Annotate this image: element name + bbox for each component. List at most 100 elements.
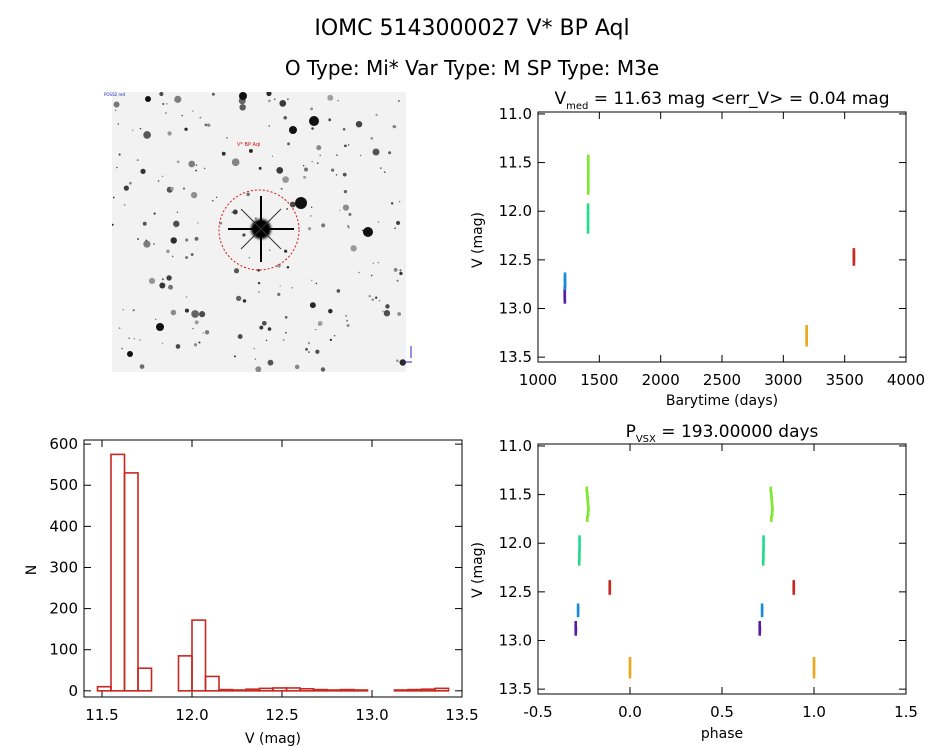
phased-ytick-label: 12.5 xyxy=(499,583,532,601)
field-star xyxy=(174,226,177,228)
histogram-panel: 11.5 12.0 12.5 13.0 13.50100200300400500600 … xyxy=(24,435,479,747)
histogram-bar xyxy=(204,675,220,692)
phased-ytick-label: 12.0 xyxy=(499,534,532,552)
field-star xyxy=(268,249,271,251)
phased-point xyxy=(628,656,632,663)
field-star xyxy=(248,257,251,259)
histogram-bar xyxy=(137,667,153,692)
lightcurve-ytick-label: 13.5 xyxy=(499,348,532,366)
field-star xyxy=(114,109,117,112)
histogram-xtick-label: 13.5 xyxy=(445,706,478,724)
field-star xyxy=(343,189,348,194)
histogram-frame xyxy=(83,439,463,698)
field-star xyxy=(190,191,198,199)
field-star xyxy=(302,164,305,167)
lightcurve-xtick-label: 3000 xyxy=(764,371,802,389)
field-star xyxy=(327,94,334,101)
histogram-bar xyxy=(231,689,247,692)
chart-subtitle: O Type: Mi* Var Type: M SP Type: M3e xyxy=(284,56,660,80)
histogram-xtick-label: 12.5 xyxy=(265,706,298,724)
field-star xyxy=(239,104,246,111)
field-star xyxy=(344,144,347,148)
field-star xyxy=(118,327,121,330)
field-star xyxy=(261,320,267,326)
field-star xyxy=(308,351,310,353)
field-star xyxy=(305,347,308,351)
field-star xyxy=(137,238,140,240)
field-star xyxy=(395,220,401,225)
field-star xyxy=(337,99,339,102)
field-star xyxy=(123,185,129,191)
field-star xyxy=(248,148,253,153)
field-star xyxy=(161,175,164,178)
phased-point xyxy=(577,559,581,566)
field-star xyxy=(254,358,257,360)
phased-ytick-label: 13.5 xyxy=(499,680,532,698)
lightcurve-ytick-label: 11.5 xyxy=(499,154,532,172)
histogram-bar xyxy=(299,687,315,692)
phased-point xyxy=(574,629,578,636)
phased-point xyxy=(576,611,580,618)
field-star xyxy=(215,196,218,199)
phased-point xyxy=(758,629,762,636)
lightcurve-point xyxy=(805,328,808,335)
field-star xyxy=(342,127,346,131)
lightcurve-frame xyxy=(537,111,907,363)
field-star xyxy=(207,123,211,127)
lightcurve-point xyxy=(805,336,808,343)
bright-star xyxy=(145,96,151,102)
histogram-ytick-label: 200 xyxy=(49,600,78,618)
bright-star xyxy=(295,197,307,209)
lightcurve-xtick-label: 2000 xyxy=(642,371,680,389)
field-star xyxy=(268,125,270,127)
field-star xyxy=(171,255,174,258)
phased-xtick-label: 0.0 xyxy=(618,703,642,721)
phased-point xyxy=(587,506,590,513)
field-star xyxy=(246,192,250,197)
phased-ytick-label: 11.5 xyxy=(499,486,532,504)
phased-point xyxy=(578,549,581,556)
bright-star xyxy=(363,227,373,237)
field-star xyxy=(372,262,375,265)
phased-point xyxy=(586,491,589,498)
field-star xyxy=(339,209,341,212)
histogram-ytick-label: 0 xyxy=(68,682,78,700)
field-star xyxy=(291,287,294,289)
field-star xyxy=(166,102,168,105)
phased-point xyxy=(762,554,765,561)
field-star xyxy=(161,342,164,345)
histogram-bar xyxy=(326,689,342,692)
sky-image-panel: V* BP Aql POSS2 red xyxy=(104,92,412,372)
phased-ytick-label: 11.0 xyxy=(499,437,532,455)
field-star xyxy=(328,118,332,122)
field-star xyxy=(192,110,194,112)
field-star xyxy=(308,342,310,345)
phased-point xyxy=(812,660,816,667)
field-star xyxy=(192,327,194,330)
field-star xyxy=(181,114,183,117)
lightcurve-point xyxy=(586,213,590,220)
field-star xyxy=(279,100,287,107)
field-star xyxy=(237,334,243,340)
field-star xyxy=(211,92,215,96)
field-star xyxy=(242,299,247,303)
field-star xyxy=(117,123,120,125)
field-star xyxy=(303,175,307,179)
histogram-bar xyxy=(191,619,207,692)
field-star xyxy=(399,359,406,366)
field-star xyxy=(174,95,182,103)
field-star xyxy=(283,116,287,120)
field-star xyxy=(382,310,384,313)
field-star xyxy=(161,278,164,281)
phased-point xyxy=(628,672,632,679)
field-star xyxy=(143,131,151,139)
field-star xyxy=(148,277,156,285)
phased-point xyxy=(578,545,581,552)
phased-point xyxy=(769,486,773,493)
phased-frame xyxy=(537,443,907,695)
field-star xyxy=(185,256,188,259)
histogram-ytick-label: 500 xyxy=(49,476,78,494)
field-star xyxy=(202,332,204,334)
field-star xyxy=(226,136,228,139)
phased-ylabel: V (mag) xyxy=(470,542,486,598)
